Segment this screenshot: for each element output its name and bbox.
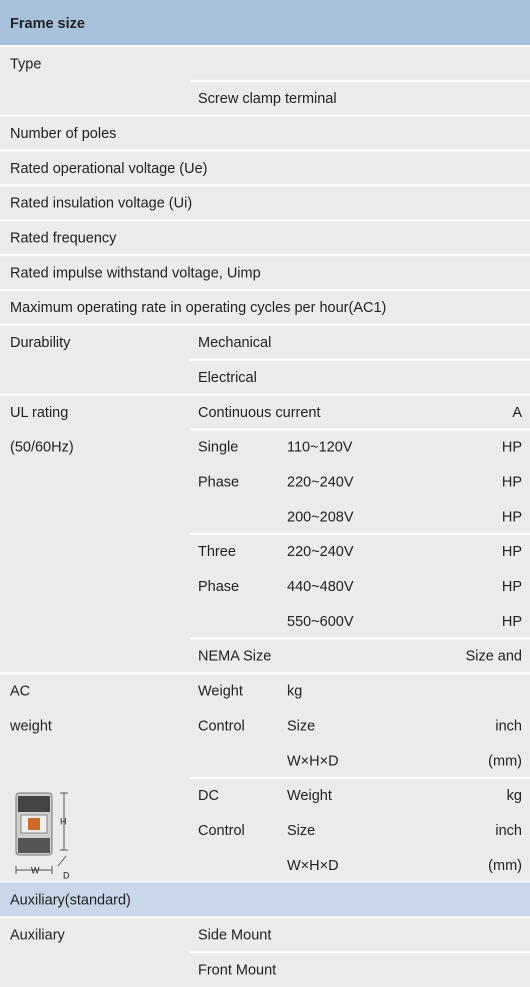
row-label: Auxiliary(standard) <box>10 893 131 909</box>
sub-label: 220~240V <box>287 474 354 490</box>
sub-label: Weight <box>198 684 243 700</box>
unit: kg <box>507 788 522 804</box>
sub-label: Screw clamp terminal <box>198 91 337 107</box>
unit: inch <box>495 718 522 734</box>
sub-label: Phase <box>198 579 239 595</box>
sub-label: Continuous current <box>198 405 321 421</box>
row-label: Durability <box>10 335 71 351</box>
sub-label: 200~208V <box>287 509 354 525</box>
sub-label: Single <box>198 440 238 456</box>
row-label: Rated impulse withstand voltage, Uimp <box>10 265 261 281</box>
unit: HP <box>502 509 522 525</box>
sub-label: Size <box>287 823 315 839</box>
sub-label: Weight <box>287 788 332 804</box>
sub-label: Mechanical <box>198 335 271 351</box>
sub-label: Phase <box>198 474 239 490</box>
unit: (mm) <box>488 753 522 769</box>
sub-label: DC <box>198 788 219 804</box>
spec-table: Frame size Type Screw clamp terminal Numbe… <box>0 0 530 987</box>
row-label: Rated frequency <box>10 231 117 247</box>
sub-label: Control <box>198 823 245 839</box>
row-label: Type <box>10 56 41 72</box>
sub-label: Control <box>198 718 245 734</box>
row-label: Rated insulation voltage (Ui) <box>10 196 192 212</box>
background <box>0 0 530 987</box>
row-label: AC <box>10 684 30 700</box>
unit: (mm) <box>488 858 522 874</box>
sub-label: kg <box>287 684 302 700</box>
row-label: (50/60Hz) <box>10 440 74 456</box>
dim-label: H <box>60 816 67 826</box>
unit: HP <box>502 614 522 630</box>
row-label: Auxiliary <box>10 928 66 944</box>
sub-label: NEMA Size <box>198 649 271 665</box>
sub-label: Three <box>198 544 236 560</box>
sub-label: 110~120V <box>287 440 353 456</box>
sub-label: Front Mount <box>198 962 276 978</box>
sub-label: 440~480V <box>287 579 354 595</box>
unit: HP <box>502 474 522 490</box>
sub-label: W×H×D <box>287 858 339 874</box>
row-label: UL rating <box>10 405 68 421</box>
row-label: Rated operational voltage (Ue) <box>10 161 207 177</box>
unit: HP <box>502 579 522 595</box>
unit: Size and <box>466 649 522 665</box>
row-label: Maximum operating rate in operating cycl… <box>10 300 386 316</box>
sub-label: Side Mount <box>198 928 271 944</box>
unit: inch <box>495 823 522 839</box>
dim-label: D <box>63 870 70 880</box>
row-label: Number of poles <box>10 126 116 142</box>
sub-label: Size <box>287 718 315 734</box>
row-label: weight <box>9 718 52 734</box>
unit: HP <box>502 544 522 560</box>
sub-label: W×H×D <box>287 753 339 769</box>
unit: A <box>512 405 522 421</box>
header-title: Frame size <box>10 16 85 32</box>
sub-label: 550~600V <box>287 614 354 630</box>
sub-label: 220~240V <box>287 544 354 560</box>
dim-label: W <box>31 865 40 875</box>
unit: HP <box>502 440 522 456</box>
sub-label: Electrical <box>198 370 257 386</box>
